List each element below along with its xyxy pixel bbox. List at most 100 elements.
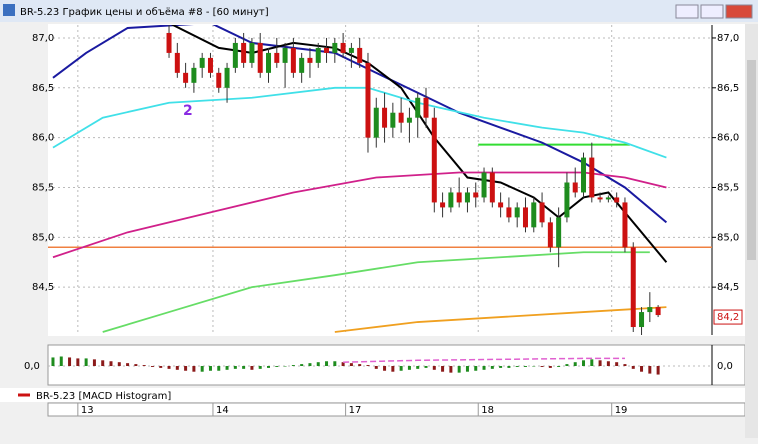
macd-bar <box>557 366 561 367</box>
x-tick-label: 18 <box>481 405 494 416</box>
macd-bar <box>407 366 411 370</box>
macd-bar <box>424 366 428 368</box>
last-price-box <box>713 309 743 325</box>
candle-body <box>456 192 462 203</box>
macd-bar <box>184 366 188 371</box>
macd-bar <box>208 366 212 371</box>
candle-body <box>539 202 545 223</box>
candle-body <box>614 197 620 203</box>
macd-pane <box>47 344 746 386</box>
candle-body <box>647 307 653 313</box>
macd-bar <box>68 357 72 366</box>
candle-body <box>199 57 205 68</box>
macd-bar <box>640 366 644 372</box>
macd-bar <box>267 366 271 368</box>
y-tick-label: 86,0 <box>717 133 739 144</box>
candle-body <box>241 42 247 63</box>
macd-bar <box>383 366 387 371</box>
candle-body <box>597 197 603 200</box>
date-axis <box>47 402 746 417</box>
candle-body <box>431 117 437 203</box>
candle-body <box>257 42 263 73</box>
macd-bar <box>399 366 403 371</box>
legend-row <box>0 388 745 402</box>
title-bar <box>0 0 758 22</box>
candle-body <box>448 192 454 208</box>
candle-body <box>473 192 479 198</box>
macd-bar <box>117 362 121 366</box>
macd-bar <box>606 361 610 366</box>
indicator-line <box>170 25 668 263</box>
minimize-button[interactable] <box>675 4 699 19</box>
macd-bar <box>358 364 362 366</box>
candle-body <box>299 57 305 73</box>
macd-bar <box>499 366 503 368</box>
macd-bar <box>656 366 660 375</box>
candle-body <box>547 222 553 248</box>
candle-body <box>622 202 628 248</box>
macd-bar <box>217 366 221 371</box>
candle-body <box>605 197 611 200</box>
candle-body <box>365 62 371 138</box>
x-tick-label: 17 <box>349 405 362 416</box>
macd-bar <box>366 365 370 366</box>
candle-body <box>373 107 379 138</box>
y-tick-label: 85,0 <box>32 232 54 243</box>
macd-bar <box>515 366 519 367</box>
macd-bar <box>532 366 536 367</box>
macd-bar <box>540 366 544 367</box>
macd-bar <box>109 361 113 366</box>
macd-bar <box>432 366 436 370</box>
macd-bar <box>283 366 287 367</box>
candle-body <box>655 307 661 316</box>
candle-body <box>249 42 255 63</box>
maximize-button[interactable] <box>700 4 724 19</box>
last-price-label: 84,2 <box>717 312 739 323</box>
y-tick-label: 85,5 <box>717 182 739 193</box>
macd-bar <box>565 364 569 366</box>
candle-body <box>282 47 288 63</box>
candle-body <box>315 47 321 63</box>
window-title: BR-5.23 График цены и объёма #8 - [60 ми… <box>20 7 269 18</box>
macd-bar <box>126 363 130 366</box>
wave-label: 2 <box>183 103 193 119</box>
candle-body <box>531 202 537 228</box>
candle-body <box>423 97 429 118</box>
macd-bar <box>416 366 420 369</box>
x-tick-label: 14 <box>216 405 229 416</box>
candle-body <box>589 157 595 198</box>
candle-body <box>581 157 587 193</box>
macd-bar <box>242 366 246 369</box>
candle-body <box>522 207 528 228</box>
candle-body <box>290 47 296 73</box>
candle-body <box>324 47 330 53</box>
legend-label: BR-5.23 [MACD Histogram] <box>36 391 171 402</box>
macd-bar <box>457 366 461 373</box>
macd-bar <box>275 366 279 367</box>
macd-bar <box>341 362 345 366</box>
macd-bar <box>258 366 262 369</box>
candle-body <box>307 57 313 63</box>
macd-bar <box>134 364 138 366</box>
scroll-thumb[interactable] <box>747 60 756 260</box>
candle-body <box>506 207 512 218</box>
macd-bar <box>150 366 154 367</box>
indicator-line <box>52 86 667 159</box>
y-tick-label: 85,5 <box>32 182 54 193</box>
macd-bar <box>300 364 304 366</box>
app-icon <box>3 4 15 16</box>
macd-bar <box>142 365 146 366</box>
y-tick-label: 0,0 <box>24 361 40 372</box>
macd-bar <box>582 360 586 366</box>
macd-bar <box>101 360 105 366</box>
candle-body <box>390 112 396 128</box>
macd-bar <box>333 361 337 366</box>
macd-bar <box>92 359 96 366</box>
candle-body <box>382 107 388 128</box>
macd-bar <box>325 361 329 366</box>
close-button[interactable] <box>725 4 753 19</box>
candle-body <box>514 207 520 218</box>
indicator-line <box>52 25 668 224</box>
candle-body <box>266 52 272 73</box>
macd-bar <box>374 366 378 369</box>
